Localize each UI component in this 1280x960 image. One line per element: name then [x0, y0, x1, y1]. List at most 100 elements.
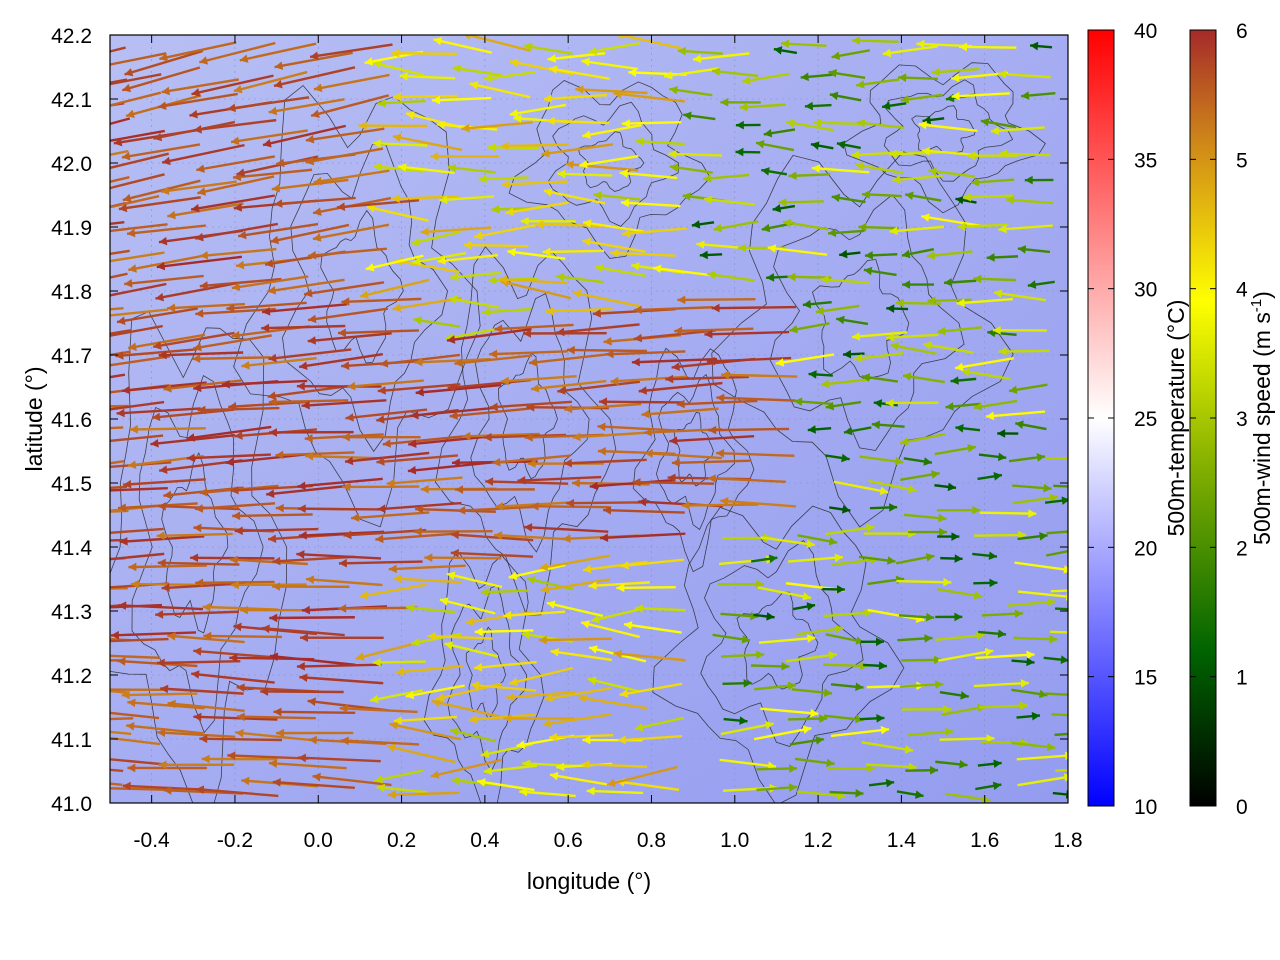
wind-vector [110, 173, 165, 190]
wind-vector-head [203, 631, 212, 641]
wind-vector-head [898, 73, 907, 82]
wind-vector-head [189, 110, 198, 119]
wind-vector-head [592, 309, 601, 318]
wind-vector-head [382, 439, 392, 448]
wind-vector [720, 499, 797, 508]
wind-vector [506, 690, 576, 699]
wind-vector [118, 196, 201, 211]
wind-vector-head [523, 329, 531, 338]
wind-vector-head [199, 734, 208, 744]
wind-vector-head [494, 324, 503, 334]
wind-vector-head [491, 205, 500, 214]
wind-vector-head [810, 708, 819, 718]
wind-vector [500, 280, 572, 300]
wind-vector-head [469, 81, 479, 90]
wind-vector-head [988, 551, 997, 561]
wind-vector-head [997, 452, 1007, 462]
wind-vector-head [572, 432, 581, 442]
wind-vector [193, 715, 278, 721]
wind-vector-head [150, 439, 159, 448]
wind-vector [652, 266, 713, 277]
x-tick-label: 1.8 [1053, 829, 1082, 852]
wind-vector-head [80, 706, 88, 715]
wind-vector-head [902, 280, 911, 289]
wind-colorbar-tick-label: 3 [1236, 408, 1248, 431]
wind-vector-head [613, 649, 622, 659]
wind-vector-head [300, 633, 308, 643]
contour-line [498, 352, 558, 480]
wind-vector-head [546, 600, 556, 609]
wind-vector-head [269, 428, 278, 437]
wind-vector [420, 226, 492, 234]
wind-vector-head [1030, 41, 1039, 51]
wind-vector-head [544, 693, 554, 703]
wind-vector-head [635, 137, 644, 146]
wind-vector-head [312, 772, 321, 782]
wind-vector [613, 652, 686, 662]
wind-vector [110, 637, 131, 642]
wind-vector-head [162, 156, 171, 166]
wind-vector-head [644, 449, 653, 458]
wind-vector-head [232, 511, 241, 521]
wind-vector-head [311, 109, 320, 118]
wind-vector [921, 149, 978, 157]
wind-vector-head [387, 743, 396, 753]
wind-vector-head [82, 651, 90, 660]
wind-vector [268, 399, 349, 404]
wind-vector-head [836, 140, 846, 150]
wind-vector-head [387, 790, 396, 799]
wind-vector [307, 307, 389, 322]
temperature-colorbar-ticks: 10 15 20 25 30 35 40 [1088, 20, 1157, 819]
wind-vector-head [815, 306, 825, 316]
wind-vector-head [522, 759, 531, 769]
x-tick-label: -0.2 [217, 829, 253, 852]
wind-vector [990, 126, 1045, 133]
wind-vector [477, 780, 535, 792]
wind-vector [957, 223, 1009, 229]
wind-vector-head [119, 537, 128, 546]
wind-vector-head [305, 134, 315, 144]
wind-vector-head [193, 342, 202, 352]
wind-vector-head [260, 687, 269, 696]
wind-vector-head [889, 226, 898, 236]
wind-vector-head [186, 453, 195, 463]
wind-vector-head [851, 150, 860, 160]
wind-vector-head [89, 390, 97, 399]
wind-vector-head [157, 728, 166, 738]
wind-vector [797, 790, 846, 798]
wind-vector [261, 324, 346, 330]
wind-vector [600, 532, 686, 540]
wind-vector [524, 44, 573, 55]
wind-vector [297, 507, 382, 511]
wind-vector-head [641, 409, 650, 419]
wind-vector-head [671, 458, 680, 468]
wind-vector [110, 52, 167, 66]
wind-vector-head [155, 610, 164, 619]
wind-vector-head [993, 472, 1002, 481]
wind-vector-head [229, 555, 239, 565]
temperature-colorbar-tick-label: 20 [1134, 537, 1157, 560]
wind-vector-head [587, 676, 597, 685]
wind-vector-head [156, 658, 165, 668]
wind-vector-head [591, 614, 600, 624]
wind-vector-head [581, 620, 590, 629]
wind-vector [191, 672, 275, 684]
wind-vector-head [505, 207, 514, 216]
wind-vector-head [444, 641, 454, 650]
wind-vector [305, 127, 385, 142]
wind-vector-head [997, 429, 1006, 438]
wind-vector-head [961, 367, 970, 377]
wind-vector [345, 408, 428, 420]
wind-vector [758, 636, 816, 644]
wind-vector-head [161, 186, 170, 195]
wind-vector-head [376, 457, 385, 466]
wind-vector-head [562, 534, 571, 543]
wind-vector-head [583, 219, 592, 228]
wind-vector [110, 308, 169, 317]
wind-vector [634, 607, 686, 612]
contour-line [769, 194, 965, 451]
wind-vector [788, 555, 843, 563]
wind-vector-head [696, 240, 705, 249]
wind-vector [369, 689, 423, 702]
wind-vector-head [167, 699, 176, 709]
